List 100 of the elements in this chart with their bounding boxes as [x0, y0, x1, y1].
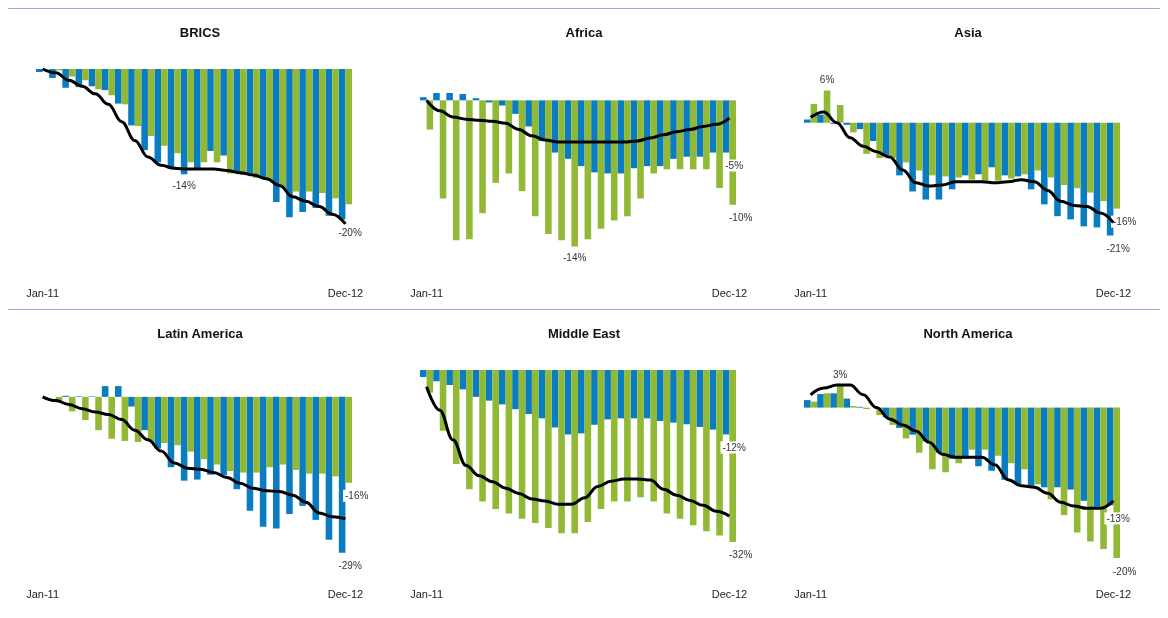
bar: [466, 100, 473, 240]
bar: [1014, 122, 1022, 177]
bar: [115, 386, 122, 397]
bar: [174, 396, 181, 446]
bar: [578, 100, 585, 167]
x-tick-label: Jan-11: [794, 587, 827, 600]
chart-title: Africa: [565, 25, 604, 40]
bar: [299, 396, 306, 506]
bar: [1047, 122, 1055, 178]
bar: [319, 396, 326, 474]
x-tick-label: Dec-12: [327, 286, 364, 299]
bar: [610, 100, 618, 221]
bar: [1087, 122, 1094, 193]
x-tick-label: Jan-11: [26, 286, 59, 299]
data-label: -29%: [338, 560, 362, 572]
x-tick-label: Jan-11: [410, 587, 443, 600]
bar: [804, 119, 811, 123]
bar: [703, 100, 710, 170]
bar: [988, 122, 995, 168]
bar: [207, 396, 214, 475]
bar: [1034, 122, 1041, 171]
bar: [1008, 122, 1015, 179]
bar: [1100, 407, 1107, 549]
bar: [968, 407, 976, 450]
bar: [869, 122, 877, 141]
bar: [830, 393, 837, 408]
bar: [962, 122, 969, 176]
bar: [1093, 407, 1101, 507]
bar: [194, 396, 201, 480]
bar: [187, 396, 194, 452]
bar: [843, 398, 851, 408]
bar: [975, 407, 982, 467]
bar: [1067, 407, 1074, 490]
bar: [591, 100, 598, 173]
bar: [266, 396, 273, 468]
bar: [273, 396, 280, 529]
bar: [1060, 122, 1068, 186]
bar: [915, 122, 923, 171]
bar: [147, 396, 155, 442]
bar: [716, 100, 723, 189]
bar: [955, 122, 962, 178]
data-label: -14%: [172, 179, 196, 191]
bar: [1073, 407, 1081, 533]
data-label: -16%: [345, 490, 369, 502]
bar: [981, 122, 989, 181]
bar: [981, 407, 989, 450]
bar: [499, 100, 506, 106]
bar: [929, 122, 936, 176]
bar: [988, 407, 995, 471]
bar: [452, 100, 460, 241]
bar: [1027, 407, 1035, 486]
x-tick-label: Dec-12: [327, 587, 364, 600]
x-tick-label: Dec-12: [711, 286, 748, 299]
bar: [279, 396, 287, 465]
bar: [101, 386, 109, 397]
data-label: -20%: [338, 226, 362, 238]
data-label: -10%: [729, 212, 753, 224]
bar: [220, 396, 227, 476]
bar: [571, 100, 578, 247]
bar: [810, 401, 818, 408]
bar: [1067, 122, 1074, 220]
bar: [1008, 407, 1015, 464]
bar: [286, 396, 293, 514]
bar: [558, 100, 565, 241]
x-tick-label: Dec-12: [711, 587, 748, 600]
bar: [1100, 122, 1107, 202]
bar: [670, 100, 677, 159]
x-tick-label: Dec-12: [1095, 587, 1132, 600]
bar: [128, 396, 135, 407]
bar: [108, 396, 115, 439]
data-label: -13%: [1106, 512, 1130, 524]
bar: [994, 122, 1002, 181]
bar: [433, 93, 440, 101]
bar: [817, 114, 824, 123]
chart-title: Asia: [954, 25, 983, 40]
x-tick-label: Jan-11: [26, 587, 59, 600]
bar: [479, 100, 486, 214]
bar: [657, 100, 664, 167]
bar: [1113, 122, 1120, 209]
bar: [253, 396, 260, 473]
bar: [968, 122, 976, 180]
bar: [1073, 122, 1081, 189]
x-tick-label: Jan-11: [794, 286, 827, 299]
chart-title: Middle East: [547, 326, 621, 341]
bar: [525, 100, 532, 127]
bar: [240, 396, 247, 473]
bar: [955, 407, 962, 464]
bar: [1021, 407, 1028, 470]
bar: [161, 396, 168, 444]
bar: [226, 396, 234, 471]
bar: [492, 100, 499, 183]
data-label: -21%: [1106, 243, 1130, 255]
bar: [836, 385, 844, 408]
bar: [962, 407, 969, 459]
bar: [624, 100, 631, 217]
data-label: -14%: [563, 252, 587, 264]
bar: [213, 396, 221, 465]
bar: [804, 400, 811, 408]
data-label: -16%: [1113, 216, 1137, 228]
data-label: -12%: [722, 441, 746, 453]
